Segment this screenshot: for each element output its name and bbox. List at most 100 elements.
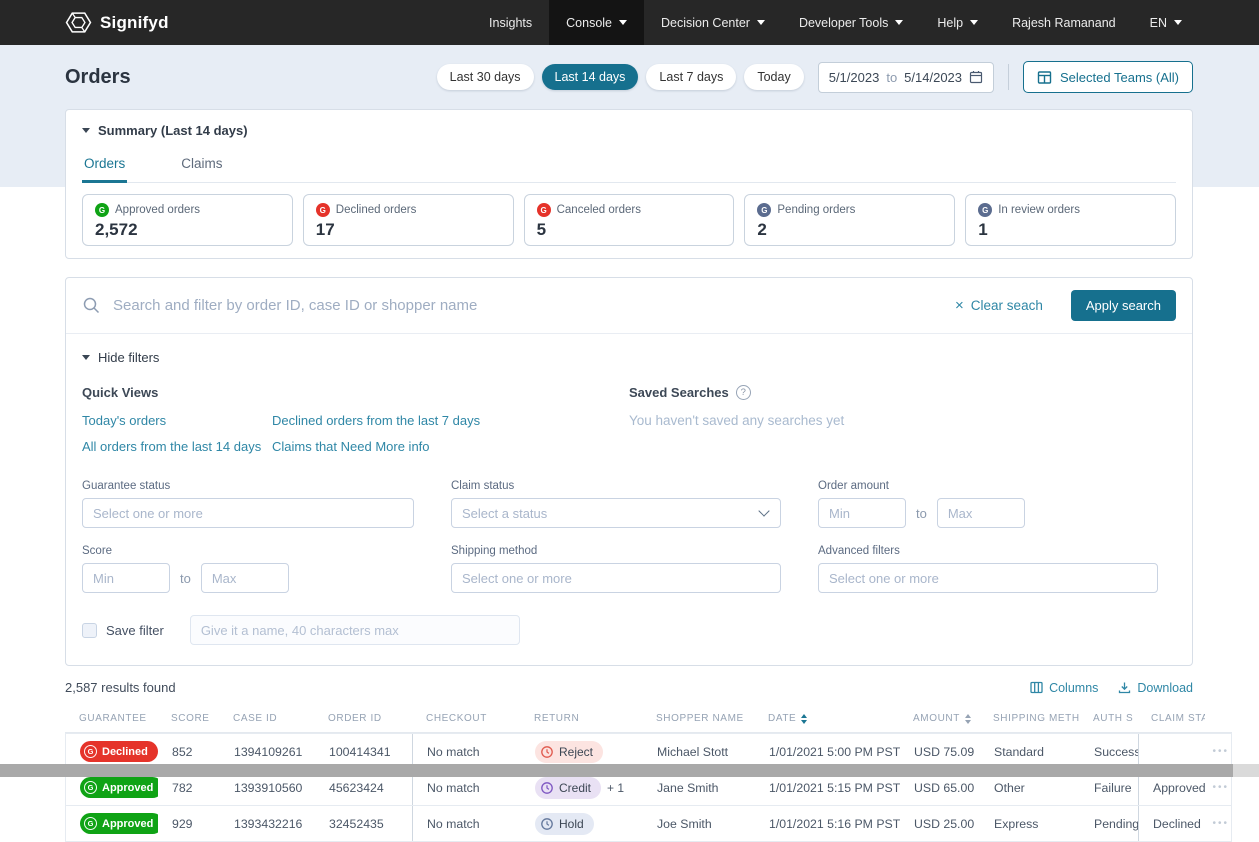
preset-last-30-days[interactable]: Last 30 days: [437, 64, 534, 90]
save-filter-name-input[interactable]: [190, 615, 520, 645]
guarantee-canceled-icon: G: [537, 203, 551, 217]
return-extra-count: + 1: [607, 781, 624, 795]
col-shopper-name: SHOPPER NAME: [642, 713, 754, 724]
claim-status-field: Claim status Select a status: [451, 480, 781, 528]
signifyd-logo[interactable]: Signifyd: [65, 0, 169, 45]
shipping-method-input[interactable]: [451, 563, 781, 593]
date-from: 5/1/2023: [829, 70, 880, 85]
guarantee-status-input[interactable]: [82, 498, 414, 528]
apply-search-button[interactable]: Apply search: [1071, 290, 1176, 321]
download-icon: [1118, 681, 1131, 694]
score-cell: 929: [158, 806, 220, 841]
advanced-filters-field: Advanced filters: [818, 545, 1158, 593]
preset-last-7-days[interactable]: Last 7 days: [646, 64, 736, 90]
help-icon[interactable]: ?: [736, 385, 751, 400]
amount-cell: USD 25.00: [900, 806, 980, 841]
return-clock-icon: [540, 817, 554, 831]
save-filter-checkbox[interactable]: [82, 623, 97, 638]
scrollbar-thumb[interactable]: [0, 764, 1233, 777]
card-pending-orders: G Pending orders 2: [744, 194, 955, 246]
col-amount-sortable[interactable]: AMOUNT: [899, 713, 979, 724]
case-id-cell: 1393432216: [220, 806, 315, 841]
nav-item-insights[interactable]: Insights: [472, 0, 549, 45]
auth-status-cell: Pending: [1080, 806, 1138, 841]
score-label: Score: [82, 545, 414, 557]
card-approved-orders: G Approved orders 2,572: [82, 194, 293, 246]
guarantee-pending-icon: G: [757, 203, 771, 217]
signifyd-hexagon-icon: [65, 10, 92, 35]
guarantee-status-badge: G Declined: [80, 741, 158, 762]
row-actions-menu[interactable]: •••: [1206, 806, 1233, 841]
columns-button[interactable]: Columns: [1030, 681, 1098, 695]
columns-icon: [1030, 681, 1043, 694]
guarantee-icon: G: [84, 817, 97, 830]
nav-item-developer-tools[interactable]: Developer Tools: [782, 0, 920, 45]
selected-teams-button[interactable]: Selected Teams (All): [1023, 61, 1193, 93]
col-checkout: CHECKOUT: [412, 713, 520, 724]
date-to: 5/14/2023: [904, 70, 962, 85]
brand-name: Signifyd: [100, 13, 169, 33]
caret-down-icon: [82, 355, 90, 360]
order-amount-min-input[interactable]: [818, 498, 906, 528]
claim-status-label: Claim status: [451, 480, 781, 492]
quick-view-declined-7-days[interactable]: Declined orders from the last 7 days: [272, 413, 629, 428]
search-row: × Clear seach Apply search: [66, 278, 1192, 334]
advanced-filters-input[interactable]: [818, 563, 1158, 593]
shopper-name-cell: Joe Smith: [643, 806, 755, 841]
claim-status-select[interactable]: Select a status: [451, 498, 781, 528]
table-row[interactable]: G Approved 929 1393432216 32452435 No ma…: [66, 806, 1231, 842]
summary-collapse-toggle[interactable]: Summary (Last 14 days): [82, 123, 1176, 138]
order-amount-max-input[interactable]: [937, 498, 1025, 528]
score-min-input[interactable]: [82, 563, 170, 593]
score-field: Score to: [82, 545, 414, 593]
score-max-input[interactable]: [201, 563, 289, 593]
guarantee-icon: G: [84, 745, 97, 758]
guarantee-status-label: Guarantee status: [82, 480, 414, 492]
nav-item-user[interactable]: Rajesh Ramanand: [995, 0, 1133, 45]
table-body: G Declined 852 1394109261 100414341 No m…: [65, 733, 1232, 842]
col-case-id: CASE ID: [219, 713, 314, 724]
download-button[interactable]: Download: [1118, 681, 1193, 695]
col-claim-status: CLAIM STATUS: [1137, 713, 1205, 724]
guarantee-approved-icon: G: [95, 203, 109, 217]
quick-view-claims-more-info[interactable]: Claims that Need More info: [272, 439, 629, 454]
card-in-review-orders: G In review orders 1: [965, 194, 1176, 246]
tab-claims[interactable]: Claims: [179, 150, 224, 182]
clear-search-link[interactable]: × Clear seach: [955, 298, 1043, 313]
teams-grid-icon: [1037, 70, 1052, 85]
nav-item-decision-center[interactable]: Decision Center: [644, 0, 782, 45]
guarantee-icon: G: [84, 781, 97, 794]
quick-views-title: Quick Views: [82, 385, 629, 400]
saved-searches-title: Saved Searches: [629, 385, 729, 400]
search-input[interactable]: [113, 297, 943, 314]
date-range-picker[interactable]: 5/1/2023 to 5/14/2023: [818, 62, 994, 93]
col-date-sortable[interactable]: DATE: [754, 713, 899, 724]
quick-view-todays-orders[interactable]: Today's orders: [82, 413, 272, 428]
top-navbar: Signifyd Insights Console Decision Cente…: [0, 0, 1259, 45]
preset-last-14-days[interactable]: Last 14 days: [542, 64, 639, 90]
card-value: 2,572: [95, 220, 280, 240]
sort-icon: [801, 714, 807, 724]
nav-item-language[interactable]: EN: [1133, 0, 1199, 45]
shipping-method-cell: Express: [980, 806, 1080, 841]
summary-cards: G Approved orders 2,572 G Declined order…: [82, 194, 1176, 246]
tab-orders[interactable]: Orders: [82, 150, 127, 183]
col-return: RETURN: [520, 713, 642, 724]
shipping-method-field: Shipping method: [451, 545, 781, 593]
summary-panel: Summary (Last 14 days) Orders Claims G A…: [65, 109, 1193, 259]
guarantee-status-badge: G Approved: [80, 777, 158, 798]
save-filter-row: Save filter: [82, 615, 1176, 645]
search-icon: [82, 296, 101, 315]
preset-today[interactable]: Today: [744, 64, 803, 90]
table-header-row: GUARANTEE SCORE CASE ID ORDER ID CHECKOU…: [65, 705, 1232, 733]
nav-item-console[interactable]: Console: [549, 0, 644, 45]
chevron-down-icon: [895, 20, 903, 25]
page-header: Orders Last 30 days Last 14 days Last 7 …: [0, 45, 1259, 109]
guarantee-in-review-icon: G: [978, 203, 992, 217]
col-guarantee: GUARANTEE: [65, 713, 157, 724]
hide-filters-toggle[interactable]: Hide filters: [82, 350, 1176, 365]
date-cell: 1/01/2021 5:16 PM PST: [755, 806, 900, 841]
quick-view-all-14-days[interactable]: All orders from the last 14 days: [82, 439, 272, 454]
nav-item-help[interactable]: Help: [920, 0, 995, 45]
card-value: 2: [757, 220, 942, 240]
